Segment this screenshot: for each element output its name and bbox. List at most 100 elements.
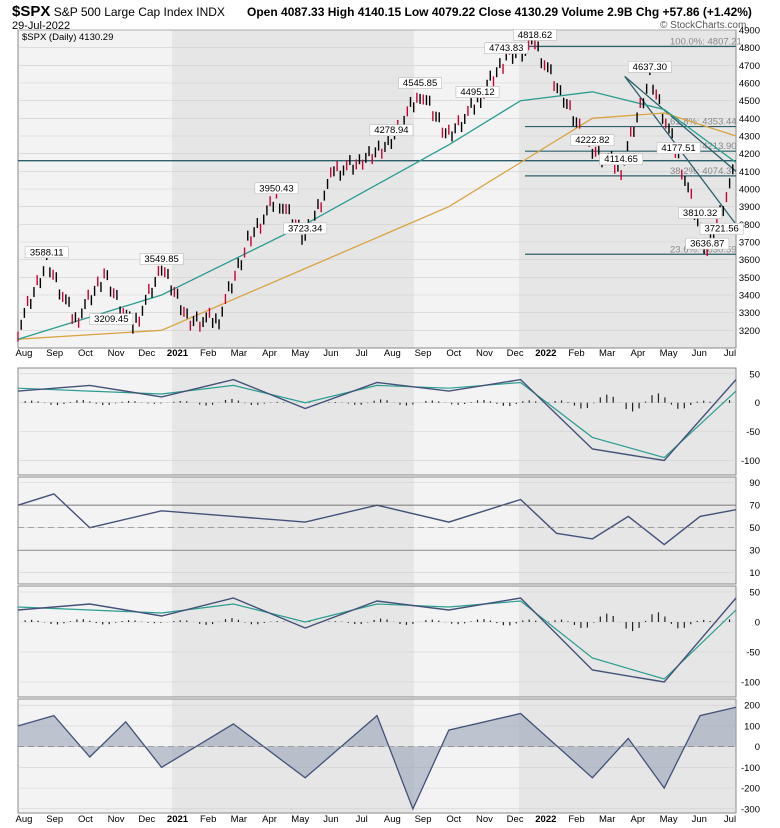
y-tick-label: -200 (741, 784, 760, 795)
exchange: INDX (196, 5, 225, 19)
price-label: 4545.85 (398, 77, 442, 89)
price-label-text: 3209.45 (94, 314, 128, 325)
low-value: 4079.22 (431, 5, 476, 19)
year-band-3-2 (414, 586, 519, 697)
y-tick-label: 50 (749, 369, 760, 380)
retracement-label: 38.2%: 4074.3 (670, 166, 731, 177)
close-label: Close (478, 5, 512, 19)
price-label-box (685, 237, 730, 250)
price-label-box (139, 253, 184, 265)
price-label-box (570, 134, 615, 146)
y-tick-label: 4200 (739, 149, 760, 160)
y-tick-label: 70 (749, 501, 760, 512)
close-value: 4130.29 (514, 5, 558, 19)
x-tick-label: Aug (16, 814, 33, 825)
x-tick-label: Feb (568, 348, 584, 359)
chg-value: +57.86 (+1.42%) (662, 5, 752, 19)
ohlc-summary: Open 4087.33 High 4140.15 Low 4079.22 Cl… (247, 5, 752, 19)
price-label-text: 3636.87 (690, 239, 724, 250)
y-tick-label: 4900 (739, 26, 760, 37)
price-label: 3810.32 (678, 207, 723, 219)
price-label-box (455, 86, 500, 98)
y-tick-label: 3400 (739, 291, 760, 302)
x-tick-label: May (291, 814, 309, 825)
y-tick-label: 0 (755, 398, 760, 409)
price-label-text: 3549.85 (144, 254, 178, 265)
x-tick-label: Jun (323, 348, 338, 359)
x-tick-label: May (291, 348, 309, 359)
indicator-line (17, 493, 737, 546)
x-tick-label: Jul (724, 814, 736, 825)
y-tick-label: 200 (744, 701, 760, 712)
panel-frame-4 (17, 698, 737, 814)
x-tick-label: Oct (446, 348, 461, 359)
x-tick-label: Oct (446, 814, 461, 825)
indicator-area (18, 707, 736, 809)
price-label-text: 4743.83 (489, 43, 523, 54)
volume-value: 2.9B (607, 5, 633, 19)
year-band-2-1 (172, 477, 414, 584)
year-band-2-0 (18, 477, 172, 584)
retracement-label: 61.8%: 4353.44 (670, 117, 737, 128)
price-label-text: 4222.82 (575, 135, 609, 146)
open-value: 4087.33 (281, 5, 325, 19)
year-band-2-2 (414, 477, 519, 584)
y-tick-label: 4300 (739, 132, 760, 143)
y-tick-label: 0 (755, 742, 760, 753)
y-tick-label: 4000 (739, 185, 760, 196)
retracement-label: 100.0%: 4807.21 (670, 36, 742, 47)
x-tick-label: Jul (356, 348, 368, 359)
low-label: Low (404, 5, 429, 19)
y-tick-label: 30 (749, 546, 760, 557)
y-tick-label: 3500 (739, 273, 760, 284)
y-tick-label: -50 (746, 648, 760, 659)
y-tick-label: 4500 (739, 96, 760, 107)
y-tick-label: 3800 (739, 220, 760, 231)
price-label-text: 3721.56 (704, 224, 738, 235)
price-label: 3950.43 (254, 182, 299, 194)
y-tick-label: 0 (755, 618, 760, 629)
price-label: 4637.30 (627, 61, 672, 73)
price-label: 3209.45 (89, 313, 134, 325)
x-tick-label: Apr (631, 348, 646, 359)
y-tick-label: 3600 (739, 255, 760, 266)
x-tick-label: 2022 (535, 348, 556, 359)
y-tick-label: 90 (749, 478, 760, 489)
x-tick-label: Dec (507, 814, 524, 825)
x-tick-label: Apr (262, 814, 277, 825)
price-label-box (24, 246, 69, 259)
y-tick-label: 3900 (739, 202, 760, 213)
y-tick-label: 100 (744, 721, 760, 732)
open-label: Open (247, 5, 278, 19)
price-label-box (656, 142, 701, 154)
moving-average-long (17, 112, 737, 340)
price-label-text: 4177.51 (661, 143, 695, 154)
price-label-text: 4637.30 (633, 62, 667, 73)
price-label: 4495.12 (455, 86, 500, 98)
high-label: High (327, 5, 355, 19)
price-label: 4222.82 (570, 134, 615, 146)
symbol: $SPX (12, 3, 51, 20)
price-label: 4818.62 (513, 29, 557, 41)
indicator-line (17, 706, 737, 811)
y-tick-label: -300 (741, 804, 760, 815)
x-tick-label: Aug (384, 814, 401, 825)
x-tick-label: Aug (16, 348, 33, 359)
moving-average-short (17, 91, 737, 340)
y-tick-label: 4700 (739, 61, 760, 72)
x-tick-label: Nov (108, 814, 125, 825)
x-tick-label: Apr (262, 348, 277, 359)
chg-label: Chg (635, 5, 660, 19)
price-label-box (599, 153, 644, 166)
x-tick-label: Mar (231, 348, 247, 359)
price-label-text: 3588.11 (30, 247, 64, 258)
x-tick-label: May (660, 814, 678, 825)
x-tick-label: Jul (356, 814, 368, 825)
x-tick-label: Oct (78, 814, 93, 825)
y-tick-label: 4600 (739, 79, 760, 90)
price-label-box (513, 29, 557, 41)
x-tick-label: Feb (200, 814, 216, 825)
price-label-text: 3723.34 (288, 223, 322, 234)
price-label-box (678, 207, 723, 219)
